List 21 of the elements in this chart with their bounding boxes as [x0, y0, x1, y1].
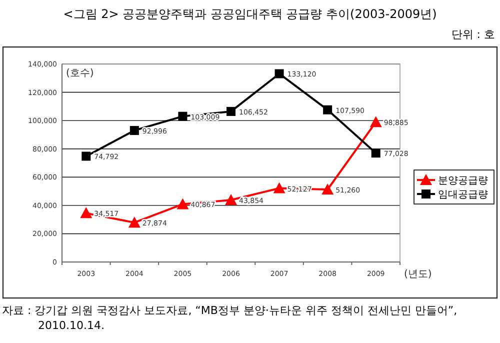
- point: [273, 182, 286, 194]
- point: [225, 194, 237, 205]
- point: [322, 184, 334, 195]
- point: [82, 152, 91, 161]
- point: [128, 216, 140, 228]
- legend-label: 분양공급량: [438, 176, 488, 186]
- chart-title: <그림 2> 공공분양주택과 공공임대주택 공급량 추이(2003-2009년): [63, 7, 437, 21]
- point: [274, 69, 284, 78]
- point: [178, 112, 188, 121]
- point: [80, 207, 92, 218]
- point: [323, 105, 332, 114]
- x-axis-title: (년도): [404, 269, 432, 280]
- text: 단위 : 호: [451, 28, 495, 41]
- legend-label: 임대공급량: [438, 190, 488, 200]
- point: [130, 126, 139, 135]
- point: [370, 116, 382, 128]
- text: 자료 : 강기갑 의원 국정감사 보도자료, “MB정부 분양·뉴타운 위주 정책이 전세난민 만들어”, 2010.10.14.: [2, 304, 458, 332]
- y-axis-title: (호수): [66, 68, 94, 79]
- point: [176, 198, 189, 210]
- point: [226, 106, 236, 116]
- point: [371, 148, 380, 158]
